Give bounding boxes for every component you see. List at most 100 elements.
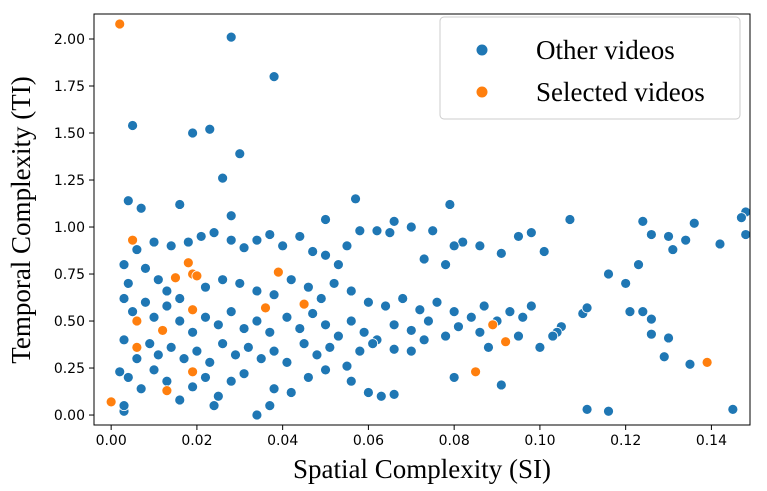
point [388,388,400,400]
point [268,289,280,301]
point [140,262,151,274]
point [740,229,750,240]
point [320,319,331,331]
point [307,308,319,319]
point [298,338,310,349]
point [384,227,396,239]
point [513,231,524,242]
point [242,341,254,353]
point [345,285,357,297]
x-tick-label: 0.14 [696,433,727,449]
point [118,293,130,304]
point [354,225,366,237]
point [624,306,636,318]
point [603,268,614,280]
point [332,259,344,271]
point [144,338,156,349]
point [294,323,306,334]
point [397,293,409,304]
point [127,306,138,318]
point [182,236,194,248]
point [341,240,353,252]
point [148,311,160,323]
point [581,302,593,314]
point [637,306,649,318]
point [500,336,512,348]
point [234,148,246,160]
point [131,244,143,255]
point [388,343,400,355]
point [328,278,340,289]
point [131,315,143,327]
point [603,405,614,417]
point [225,234,237,246]
point [225,31,237,43]
point [114,18,126,30]
point [431,296,443,308]
point [191,345,203,357]
point [251,234,263,246]
point [294,231,306,242]
point [418,334,430,346]
point [547,330,559,342]
point [363,296,374,308]
point [405,325,417,336]
point [204,356,216,368]
x-tick-label: 0.00 [96,433,127,449]
point [465,311,477,323]
point [187,127,199,139]
point [135,383,147,395]
point [105,396,117,408]
point [345,315,357,327]
x-tick-label: 0.02 [181,433,212,449]
point [414,304,426,316]
point [448,306,460,318]
point [637,215,649,227]
point [495,247,507,259]
point [320,364,331,376]
point [264,400,276,412]
point [663,231,674,242]
point [174,199,186,210]
point [688,217,700,229]
point [375,390,387,402]
point [302,281,314,293]
point [440,330,451,342]
point [701,356,713,368]
point [311,349,323,361]
point [448,372,460,383]
point [332,330,344,342]
point [178,353,190,365]
point [234,278,246,289]
point [453,321,464,333]
point [251,285,263,297]
point [517,311,529,323]
point [238,368,250,380]
point [118,334,130,346]
point [645,313,657,325]
point [281,356,293,368]
point [170,272,181,284]
point [118,259,130,271]
point [483,341,494,353]
y-tick-label: 0.00 [54,408,85,424]
point [148,236,160,248]
point [285,274,297,286]
point [225,210,237,222]
point [255,353,267,365]
point [165,341,177,353]
legend-box [439,16,741,120]
point [736,212,747,224]
point [225,306,237,318]
point [152,349,164,361]
point [174,293,186,304]
point [277,240,289,252]
point [470,366,481,378]
point [195,231,207,242]
point [187,304,199,316]
point [272,266,284,278]
point [217,274,229,286]
point [114,366,126,378]
point [320,249,331,261]
y-tick-label: 1.00 [54,220,85,236]
